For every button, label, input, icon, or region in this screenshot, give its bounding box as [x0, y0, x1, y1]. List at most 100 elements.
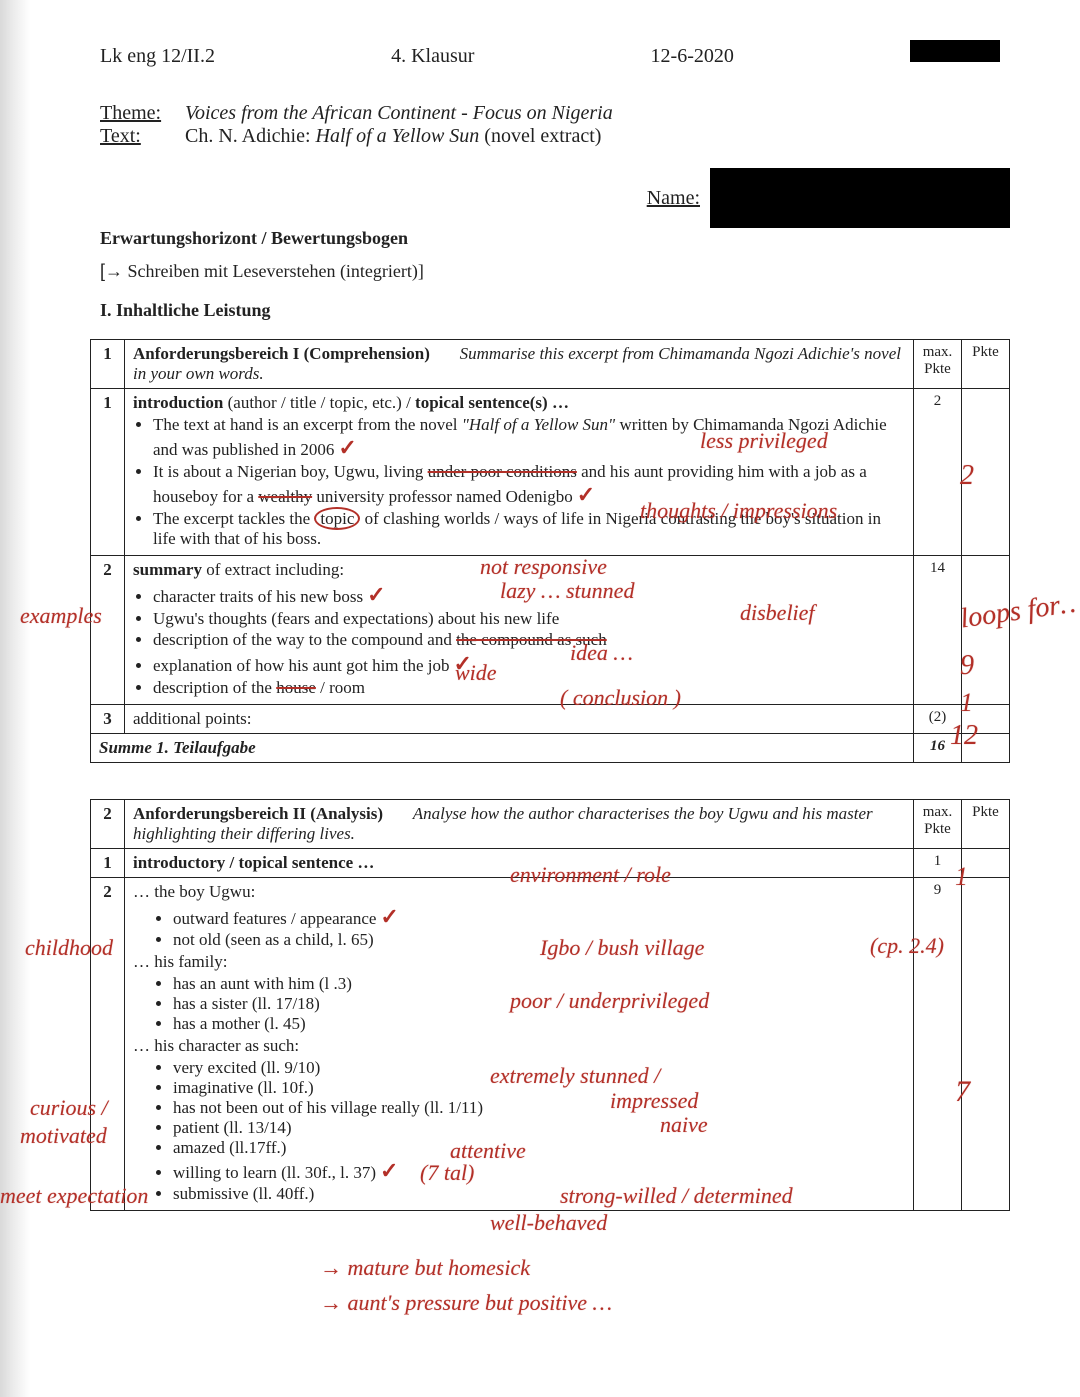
redaction-block-name: [710, 168, 1010, 228]
t2-head: Anforderungsbereich II (Analysis) Analys…: [125, 800, 914, 849]
f3: has a mother (l. 45): [173, 1014, 905, 1034]
t1-sum-max: 14: [914, 556, 962, 705]
t2-num: 2: [91, 800, 125, 849]
intro-bullet-3: The excerpt tackles the topic of clashin…: [153, 509, 905, 549]
sum-rest: of extract including:: [202, 560, 344, 579]
sum-b3: description of the way to the compound a…: [153, 630, 905, 650]
t1-intro-head: introduction: [133, 393, 223, 412]
header-left: Lk eng 12/II.2: [100, 45, 215, 68]
t1-total-label: Summe 1. Teilaufgabe: [91, 734, 914, 763]
c6t: willing to learn (ll. 30f., l. 37): [173, 1163, 376, 1182]
sum-b5: description of the house / room: [153, 678, 905, 698]
integrated-text: Schreiben mit Leseverstehen (integriert)…: [123, 261, 424, 281]
sum-head: summary: [133, 560, 202, 579]
check-icon: [334, 440, 356, 459]
sb5s: house: [276, 678, 316, 697]
t1-intro-cell: introduction (author / title / topic, et…: [125, 389, 914, 556]
t1-intro-max: 2: [914, 389, 962, 556]
ib1b: "Half of a Yellow Sun": [462, 415, 615, 434]
integrated-line: [→ Schreiben mit Leseverstehen (integrie…: [90, 259, 1010, 300]
sb4: explanation of how his aunt got him the …: [153, 656, 450, 675]
sum-b4: explanation of how his aunt got him the …: [153, 651, 905, 677]
t2-r1-pkte: [962, 849, 1010, 878]
t1-intro-pkte: [962, 389, 1010, 556]
t1-num: 1: [91, 340, 125, 389]
ib2c: university professor named Odenigbo: [312, 487, 573, 506]
ib3a: The excerpt tackles the: [153, 509, 314, 528]
sb5a: description of the: [153, 678, 276, 697]
t1-head-bold: Anforderungsbereich I (Comprehension): [133, 344, 430, 363]
hw-aunts-pressure: → aunt's pressure but positive …: [320, 1290, 612, 1316]
check-icon: [376, 1163, 398, 1182]
t1-add-max: (2): [914, 705, 962, 734]
theme-value: Voices from the African Continent - Focu…: [185, 102, 613, 124]
u1t: outward features / appearance: [173, 909, 376, 928]
ugwu-head: … the boy Ugwu:: [133, 882, 905, 902]
check-icon: [363, 587, 385, 606]
u1: outward features / appearance: [173, 904, 905, 930]
c1: very excited (ll. 9/10): [173, 1058, 905, 1078]
c7: submissive (ll. 40ff.): [173, 1184, 905, 1204]
text-title: Half of a Yellow Sun: [316, 125, 480, 147]
t1-sum-num: 2: [91, 556, 125, 705]
text-author: Ch. N. Adichie:: [185, 125, 311, 147]
t1-sum-pkte: [962, 556, 1010, 705]
intro-bullet-2: It is about a Nigerian boy, Ugwu, living…: [153, 462, 905, 508]
sum-b1: character traits of his new boss: [153, 582, 905, 608]
redaction-block-top: [910, 40, 1000, 62]
check-icon: [450, 656, 472, 675]
sum-b2: Ugwu's thoughts (fears and expectations)…: [153, 609, 905, 629]
sb3s: the compound as such: [456, 630, 607, 649]
ib2s: under poor conditions: [428, 462, 577, 481]
fam-head: … his family:: [133, 952, 905, 972]
t1-intro-rest: (author / title / topic, etc.) /: [223, 393, 415, 412]
char-head: … his character as such:: [133, 1036, 905, 1056]
check-icon: [376, 909, 398, 928]
sb5b: / room: [316, 678, 365, 697]
theme-label: Theme:: [100, 102, 180, 125]
header-row: Lk eng 12/II.2 4. Klausur 12-6-2020: [90, 40, 1010, 82]
c5: amazed (ll.17ff.): [173, 1138, 905, 1158]
u2: not old (seen as a child, l. 65): [173, 930, 905, 950]
hw-well-behaved: well-behaved: [490, 1210, 607, 1236]
t2-r2-num: 2: [91, 878, 125, 1211]
document-page: Lk eng 12/II.2 4. Klausur 12-6-2020 Them…: [0, 0, 1080, 1397]
header-center: 4. Klausur: [391, 45, 474, 68]
header-date: 12-6-2020: [651, 45, 734, 68]
col-pkte-2: Pkte: [962, 800, 1010, 849]
sb3a: description of the way to the compound a…: [153, 630, 456, 649]
section-1-heading: I. Inhaltliche Leistung: [90, 300, 1010, 339]
t2-head-bold: Anforderungsbereich II (Analysis): [133, 804, 383, 823]
t1-intro-head2: topical sentence(s) …: [415, 393, 569, 412]
rubric-table-2: 2 Anforderungsbereich II (Analysis) Anal…: [90, 799, 1010, 1211]
t1-add-num: 3: [91, 705, 125, 734]
t2-r2-pkte: [962, 878, 1010, 1211]
t2-r1-num: 1: [91, 849, 125, 878]
t1-total-pkte: [962, 734, 1010, 763]
col-pkte-1: Pkte: [962, 340, 1010, 389]
text-label: Text:: [100, 125, 180, 148]
t1-add-label: additional points:: [125, 705, 914, 734]
t2-r1-label: introductory / topical sentence …: [133, 853, 374, 872]
col-max-1: max. Pkte: [914, 340, 962, 389]
page-content: Lk eng 12/II.2 4. Klausur 12-6-2020 Them…: [90, 40, 1010, 1211]
t2-r2-cell: … the boy Ugwu: outward features / appea…: [125, 878, 914, 1211]
f2: has a sister (ll. 17/18): [173, 994, 905, 1014]
t2-r1-cell: introductory / topical sentence …: [125, 849, 914, 878]
t1-head: Anforderungsbereich I (Comprehension) Su…: [125, 340, 914, 389]
intro-bullet-1: The text at hand is an excerpt from the …: [153, 415, 905, 461]
c2: imaginative (ll. 10f.): [173, 1078, 905, 1098]
t1-total-max: 16: [914, 734, 962, 763]
name-row: Name:: [90, 154, 1010, 228]
ib2s2: wealthy: [258, 487, 312, 506]
theme-block: Theme: Voices from the African Continent…: [90, 82, 1010, 154]
sb1: character traits of his new boss: [153, 587, 363, 606]
arrow-icon: [→: [100, 261, 123, 281]
check-icon: [573, 487, 595, 506]
horizon-heading: Erwartungshorizont / Bewertungsbogen: [90, 228, 1010, 259]
c4: patient (ll. 13/14): [173, 1118, 905, 1138]
text-paren: (novel extract): [484, 125, 601, 147]
t1-sum-cell: summary of extract including: character …: [125, 556, 914, 705]
t1-add-pkte: [962, 705, 1010, 734]
c3: has not been out of his village really (…: [173, 1098, 905, 1118]
